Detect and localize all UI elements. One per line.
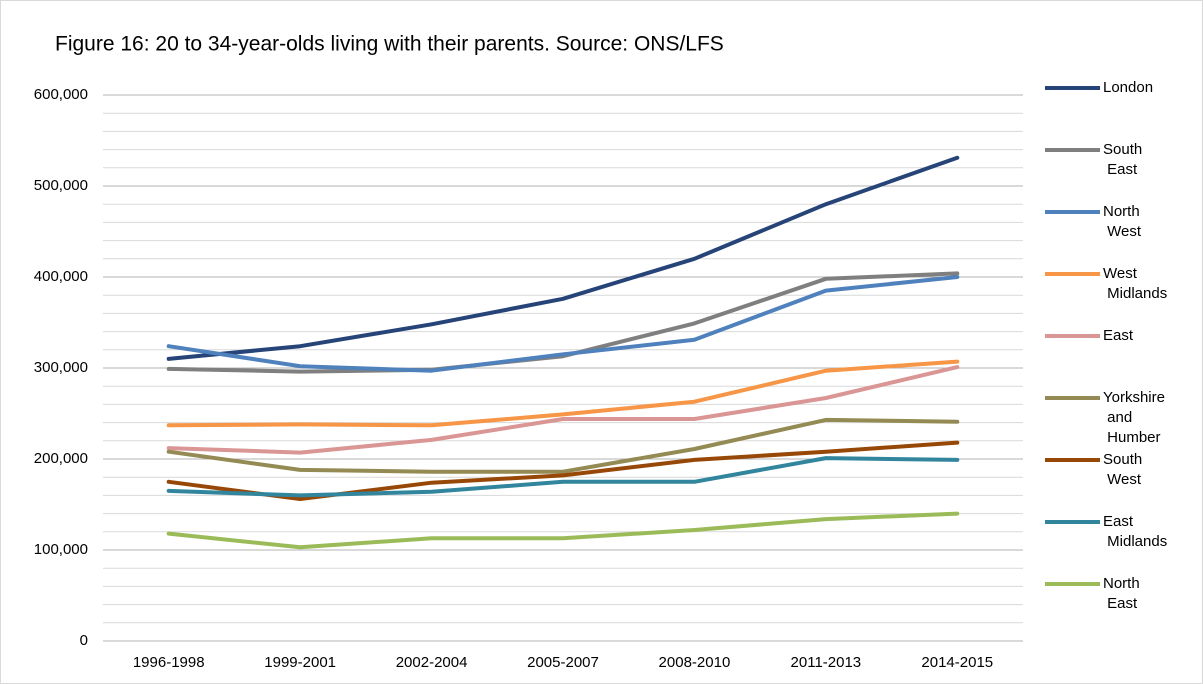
series-line [166,359,960,428]
series-line [166,417,960,474]
x-tick-label: 2011-2013 [791,654,862,671]
x-tick-label: 2014-2015 [921,654,993,671]
legend-label: West Midlands [1103,265,1167,302]
legend-label: London [1103,79,1153,96]
y-tick-label: 300,000 [34,359,88,376]
series-line [166,440,960,501]
legend-label: Yorkshire and Humber [1103,389,1165,446]
legend-label: South East [1103,141,1142,178]
y-tick-label: 200,000 [34,450,88,467]
x-tick-label: 2008-2010 [659,654,731,671]
y-tick-label: 500,000 [34,177,88,194]
legend-label: South West [1103,451,1142,488]
series-line [166,365,960,455]
y-tick-label: 400,000 [34,268,88,285]
series-line [166,155,960,361]
series-line [166,456,960,498]
chart-title: Figure 16: 20 to 34-year-olds living wit… [55,33,724,56]
legend-label: North East [1103,575,1140,612]
legend-label: East Midlands [1103,513,1167,550]
legend-label: East [1103,327,1134,344]
x-tick-label: 2005-2007 [527,654,599,671]
legend-label: North West [1103,203,1142,240]
x-tick-label: 1999-2001 [264,654,336,671]
x-tick-label: 2002-2004 [396,654,468,671]
series-line [166,511,960,550]
y-tick-label: 100,000 [34,541,88,558]
y-tick-label: 0 [80,632,88,649]
x-tick-label: 1996-1998 [133,654,205,671]
series-line [166,275,960,373]
y-tick-label: 600,000 [34,86,88,103]
